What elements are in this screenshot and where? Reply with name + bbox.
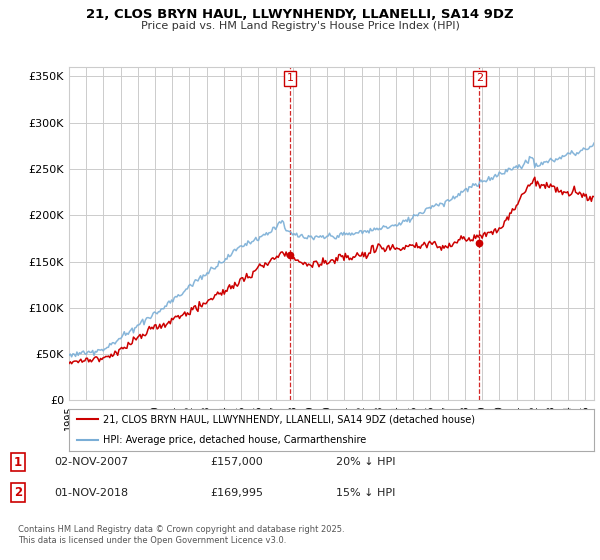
- Text: 1: 1: [287, 73, 293, 83]
- Text: Contains HM Land Registry data © Crown copyright and database right 2025.
This d: Contains HM Land Registry data © Crown c…: [18, 525, 344, 545]
- Text: 15% ↓ HPI: 15% ↓ HPI: [336, 488, 395, 498]
- Text: 01-NOV-2018: 01-NOV-2018: [54, 488, 128, 498]
- Text: 2: 2: [476, 73, 483, 83]
- Text: 20% ↓ HPI: 20% ↓ HPI: [336, 457, 395, 467]
- Text: 1: 1: [14, 455, 22, 469]
- Text: Price paid vs. HM Land Registry's House Price Index (HPI): Price paid vs. HM Land Registry's House …: [140, 21, 460, 31]
- Text: 21, CLOS BRYN HAUL, LLWYNHENDY, LLANELLI, SA14 9DZ: 21, CLOS BRYN HAUL, LLWYNHENDY, LLANELLI…: [86, 8, 514, 21]
- Text: £157,000: £157,000: [210, 457, 263, 467]
- Text: 2: 2: [14, 486, 22, 500]
- Text: HPI: Average price, detached house, Carmarthenshire: HPI: Average price, detached house, Carm…: [103, 435, 367, 445]
- Text: £169,995: £169,995: [210, 488, 263, 498]
- Text: 21, CLOS BRYN HAUL, LLWYNHENDY, LLANELLI, SA14 9DZ (detached house): 21, CLOS BRYN HAUL, LLWYNHENDY, LLANELLI…: [103, 414, 475, 424]
- Text: 02-NOV-2007: 02-NOV-2007: [54, 457, 128, 467]
